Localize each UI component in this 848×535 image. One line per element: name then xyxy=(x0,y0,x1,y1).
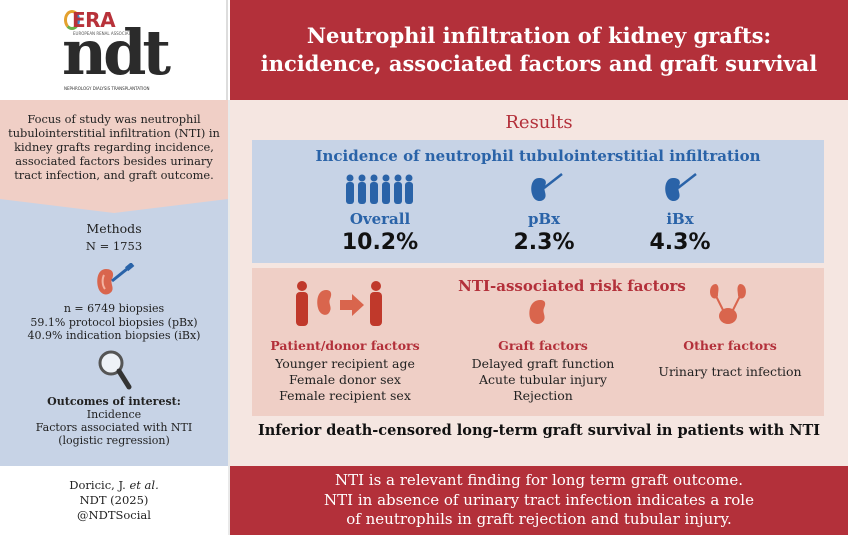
factor-item: Rejection xyxy=(513,388,573,403)
outcomes-title: Outcomes of interest: xyxy=(47,395,181,408)
citation-author: Doricic, J. xyxy=(69,478,130,492)
incidence-box: Incidence of neutrophil tubulointerstiti… xyxy=(252,140,824,263)
methods-title: Methods xyxy=(86,221,142,236)
left-panel: Focus of study was neutrophil tubulointe… xyxy=(0,100,228,466)
factor-item: Female recipient sex xyxy=(279,388,411,403)
stat-pbx: pBx 2.3% xyxy=(474,210,614,255)
graft-factors: Graft factors Delayed graft function Acu… xyxy=(448,338,638,404)
donor-to-recipient-icon xyxy=(296,281,382,326)
vertical-divider xyxy=(228,100,230,535)
citation-handle: @NDTSocial xyxy=(77,508,151,522)
factor-item: Delayed graft function xyxy=(471,356,615,371)
risk-title: NTI-associated risk factors xyxy=(458,277,686,295)
indication-biopsies: 40.9% indication biopsies (iBx) xyxy=(27,329,201,342)
conclusion-banner: NTI is a relevant finding for long term … xyxy=(230,466,848,535)
magnifier-icon xyxy=(98,350,132,390)
stat-label: iBx xyxy=(666,210,694,228)
patient-donor-factors: Patient/donor factors Younger recipient … xyxy=(260,338,430,404)
graft-kidney-icon xyxy=(529,300,546,324)
people-group-icon xyxy=(346,174,413,204)
header-banner: Neutrophil infiltration of kidney grafts… xyxy=(230,0,848,100)
journal-logo: ERA EUROPEAN RENAL ASSOCIATION ndt NEPHR… xyxy=(0,0,228,100)
column-header: Other factors xyxy=(683,338,777,353)
stat-ibx: iBx 4.3% xyxy=(610,210,750,255)
factor-item: Female donor sex xyxy=(289,372,401,387)
stat-value: 10.2% xyxy=(341,230,419,255)
citation-et-al: et al. xyxy=(129,478,159,492)
outcomes-block: Outcomes of interest: Incidence Factors … xyxy=(0,395,228,447)
stat-label: Overall xyxy=(349,210,411,228)
kidney-biopsy-icon xyxy=(665,173,697,202)
citation-journal: NDT (2025) xyxy=(79,493,149,507)
kidney-biopsy-icon xyxy=(531,173,563,202)
focus-arrow xyxy=(0,199,228,213)
factor-item: Acute tubular injury xyxy=(478,372,607,387)
conclusion-text: NTI is a relevant finding for long term … xyxy=(324,471,754,530)
stat-label: pBx xyxy=(527,210,561,228)
ndt-logo-subtitle: NEPHROLOGY DIALYSIS TRANSPLANTATION xyxy=(64,86,150,91)
incidence-title: Incidence of neutrophil tubulointerstiti… xyxy=(315,147,761,165)
factor-item: Urinary tract infection xyxy=(658,364,802,379)
outcome-incidence: Incidence xyxy=(86,408,142,421)
era-logo-text: ERA xyxy=(72,8,116,32)
protocol-biopsies: 59.1% protocol biopsies (pBx) xyxy=(30,315,198,329)
era-logo-subtitle: EUROPEAN RENAL ASSOCIATION xyxy=(73,31,138,36)
citation-block: Doricic, J. et al. NDT (2025) @NDTSocial xyxy=(0,466,228,535)
results-title: Results xyxy=(505,112,573,133)
other-factors: Other factors Urinary tract infection xyxy=(650,338,810,380)
conclusion-line: NTI in absence of urinary tract infectio… xyxy=(324,490,754,509)
biopsy-list: n = 6749 biopsies 59.1% protocol biopsie… xyxy=(0,302,228,343)
stat-value: 4.3% xyxy=(649,230,711,255)
survival-statement: Inferior death-censored long-term graft … xyxy=(257,422,821,439)
conclusion-line: of neutrophils in graft rejection and tu… xyxy=(346,510,732,529)
urinary-tract-icon xyxy=(710,284,746,324)
ndt-logo-text: ndt xyxy=(62,16,171,89)
outcome-factors: Factors associated with NTI xyxy=(35,421,193,434)
risk-factors-box: NTI-associated risk factors Patient/dono… xyxy=(252,268,824,416)
biopsy-count: n = 6749 biopsies xyxy=(63,302,165,315)
stat-value: 2.3% xyxy=(513,230,575,255)
column-header: Patient/donor factors xyxy=(270,338,420,353)
era-swirl-icon xyxy=(64,10,80,30)
conclusion-line: NTI is a relevant finding for long term … xyxy=(334,471,743,490)
results-panel: Results Incidence of neutrophil tubuloin… xyxy=(230,100,848,466)
stat-overall: Overall 10.2% xyxy=(310,210,450,255)
study-focus-text: Focus of study was neutrophil tubulointe… xyxy=(0,100,228,199)
page-title: Neutrophil infiltration of kidney grafts… xyxy=(260,23,818,76)
methods-n: N = 1753 xyxy=(85,239,143,253)
outcome-regression: (logistic regression) xyxy=(58,434,170,447)
column-header: Graft factors xyxy=(498,338,588,353)
factor-item: Younger recipient age xyxy=(275,356,415,371)
biopsy-kidney-icon xyxy=(97,263,135,295)
